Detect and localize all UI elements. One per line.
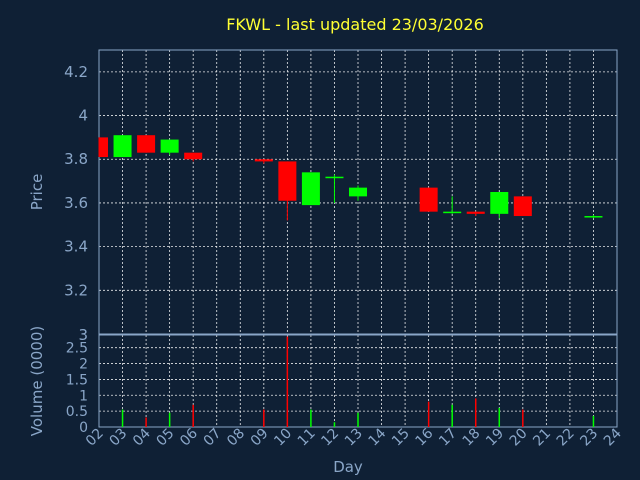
volume-bar-20 bbox=[522, 409, 524, 427]
day-tick-label: 12 bbox=[318, 426, 342, 450]
day-tick-label: 04 bbox=[130, 425, 154, 449]
candle-03 bbox=[113, 135, 132, 158]
day-axis-ticks: 02 03 04 05 06 07 08 09 10 11 12 13 14 15 16 17 18 19 20 21… bbox=[83, 425, 625, 449]
volume-bar-23 bbox=[592, 415, 595, 427]
day-tick-label: 09 bbox=[248, 426, 272, 450]
price-tick-label: 3.2 bbox=[64, 281, 88, 299]
volume-bar-04 bbox=[145, 417, 147, 427]
candle-16 bbox=[419, 187, 438, 212]
candle-body bbox=[325, 176, 344, 179]
day-tick-label: 14 bbox=[365, 425, 389, 449]
candle-18 bbox=[466, 211, 485, 217]
price-tick-label: 3.4 bbox=[64, 238, 88, 256]
candle-body bbox=[184, 152, 203, 160]
volume-tick-label: 2 bbox=[79, 357, 88, 373]
volume-bar-06 bbox=[192, 404, 194, 427]
candle-body bbox=[584, 216, 603, 218]
volume-bars bbox=[121, 336, 595, 427]
volume-bar-17 bbox=[451, 404, 453, 427]
volume-tick-label: 2.5 bbox=[66, 341, 88, 357]
candle-05 bbox=[160, 139, 179, 155]
candle-body bbox=[490, 192, 509, 214]
candle-body bbox=[419, 187, 438, 212]
volume-bar-05 bbox=[168, 412, 171, 427]
price-axis-ticks: 3.2 3.4 3.6 3.8 4 4.2 bbox=[64, 63, 88, 299]
candle-body bbox=[349, 187, 367, 197]
day-tick-label: 07 bbox=[201, 426, 225, 450]
volume-tick-label: 1.5 bbox=[66, 372, 88, 388]
volume-axis-ticks: 00.511.522.5 bbox=[66, 341, 88, 436]
volume-bar-12 bbox=[333, 422, 336, 427]
candle-13 bbox=[349, 185, 367, 201]
candle-23 bbox=[584, 214, 603, 219]
day-tick-label: 05 bbox=[154, 426, 178, 450]
day-tick-label: 21 bbox=[530, 426, 554, 450]
day-tick-label: 19 bbox=[483, 426, 507, 450]
day-tick-label: 20 bbox=[507, 426, 531, 450]
volume-tick-label: 0 bbox=[79, 420, 88, 436]
candle-body bbox=[113, 135, 132, 158]
price-axis-label: Price bbox=[28, 174, 46, 211]
candle-19 bbox=[490, 192, 509, 219]
candle-body bbox=[278, 161, 297, 201]
candle-body bbox=[254, 159, 273, 162]
volume-bar-10 bbox=[286, 336, 289, 427]
day-tick-label: 18 bbox=[460, 426, 484, 450]
volume-tick-label: 1 bbox=[79, 388, 88, 404]
candle-body bbox=[513, 196, 532, 217]
lower-panel-top-label: 3 bbox=[78, 326, 88, 344]
candle-body bbox=[301, 172, 320, 206]
candle-12 bbox=[325, 174, 344, 203]
candle-11 bbox=[301, 172, 320, 206]
day-tick-label: 13 bbox=[342, 426, 366, 450]
candle-09 bbox=[254, 159, 273, 164]
volume-bar-19 bbox=[498, 407, 501, 427]
chart-title: FKWL - last updated 23/03/2026 bbox=[226, 15, 484, 34]
volume-bar-16 bbox=[427, 401, 430, 427]
volume-axis-label: Volume (0000) bbox=[28, 326, 46, 436]
candlesticks bbox=[98, 135, 603, 221]
day-tick-label: 03 bbox=[106, 426, 130, 450]
day-tick-label: 10 bbox=[271, 426, 295, 450]
volume-tick-label: 0.5 bbox=[66, 404, 88, 420]
candle-17 bbox=[443, 196, 462, 214]
day-tick-label: 06 bbox=[177, 425, 201, 449]
day-tick-label: 08 bbox=[224, 426, 248, 450]
candle-20 bbox=[513, 196, 532, 217]
volume-bar-09 bbox=[263, 409, 265, 427]
price-tick-label: 4 bbox=[78, 107, 88, 125]
day-axis-label: Day bbox=[333, 458, 363, 476]
day-tick-label: 15 bbox=[389, 426, 413, 450]
day-tick-label: 22 bbox=[554, 426, 578, 450]
volume-bar-18 bbox=[474, 398, 477, 427]
price-tick-label: 3.8 bbox=[64, 150, 88, 168]
candle-02 bbox=[98, 137, 108, 158]
price-tick-label: 3.6 bbox=[64, 194, 88, 212]
candle-body bbox=[160, 139, 179, 153]
price-panel-frame bbox=[98, 49, 618, 335]
candle-body bbox=[443, 211, 462, 214]
day-tick-label: 24 bbox=[601, 425, 625, 449]
candle-body bbox=[466, 211, 485, 214]
volume-bar-11 bbox=[310, 409, 312, 427]
candle-04 bbox=[137, 135, 156, 153]
day-tick-label: 23 bbox=[577, 426, 601, 450]
candle-body bbox=[99, 137, 108, 158]
volume-bar-13 bbox=[357, 412, 359, 427]
candle-10 bbox=[278, 161, 297, 221]
day-tick-label: 11 bbox=[295, 426, 319, 450]
candle-body bbox=[137, 135, 156, 153]
price-tick-label: 4.2 bbox=[64, 63, 88, 81]
candle-06 bbox=[184, 152, 203, 162]
day-tick-label: 16 bbox=[413, 425, 437, 449]
day-tick-label: 17 bbox=[436, 426, 460, 450]
volume-bar-03 bbox=[121, 409, 124, 427]
